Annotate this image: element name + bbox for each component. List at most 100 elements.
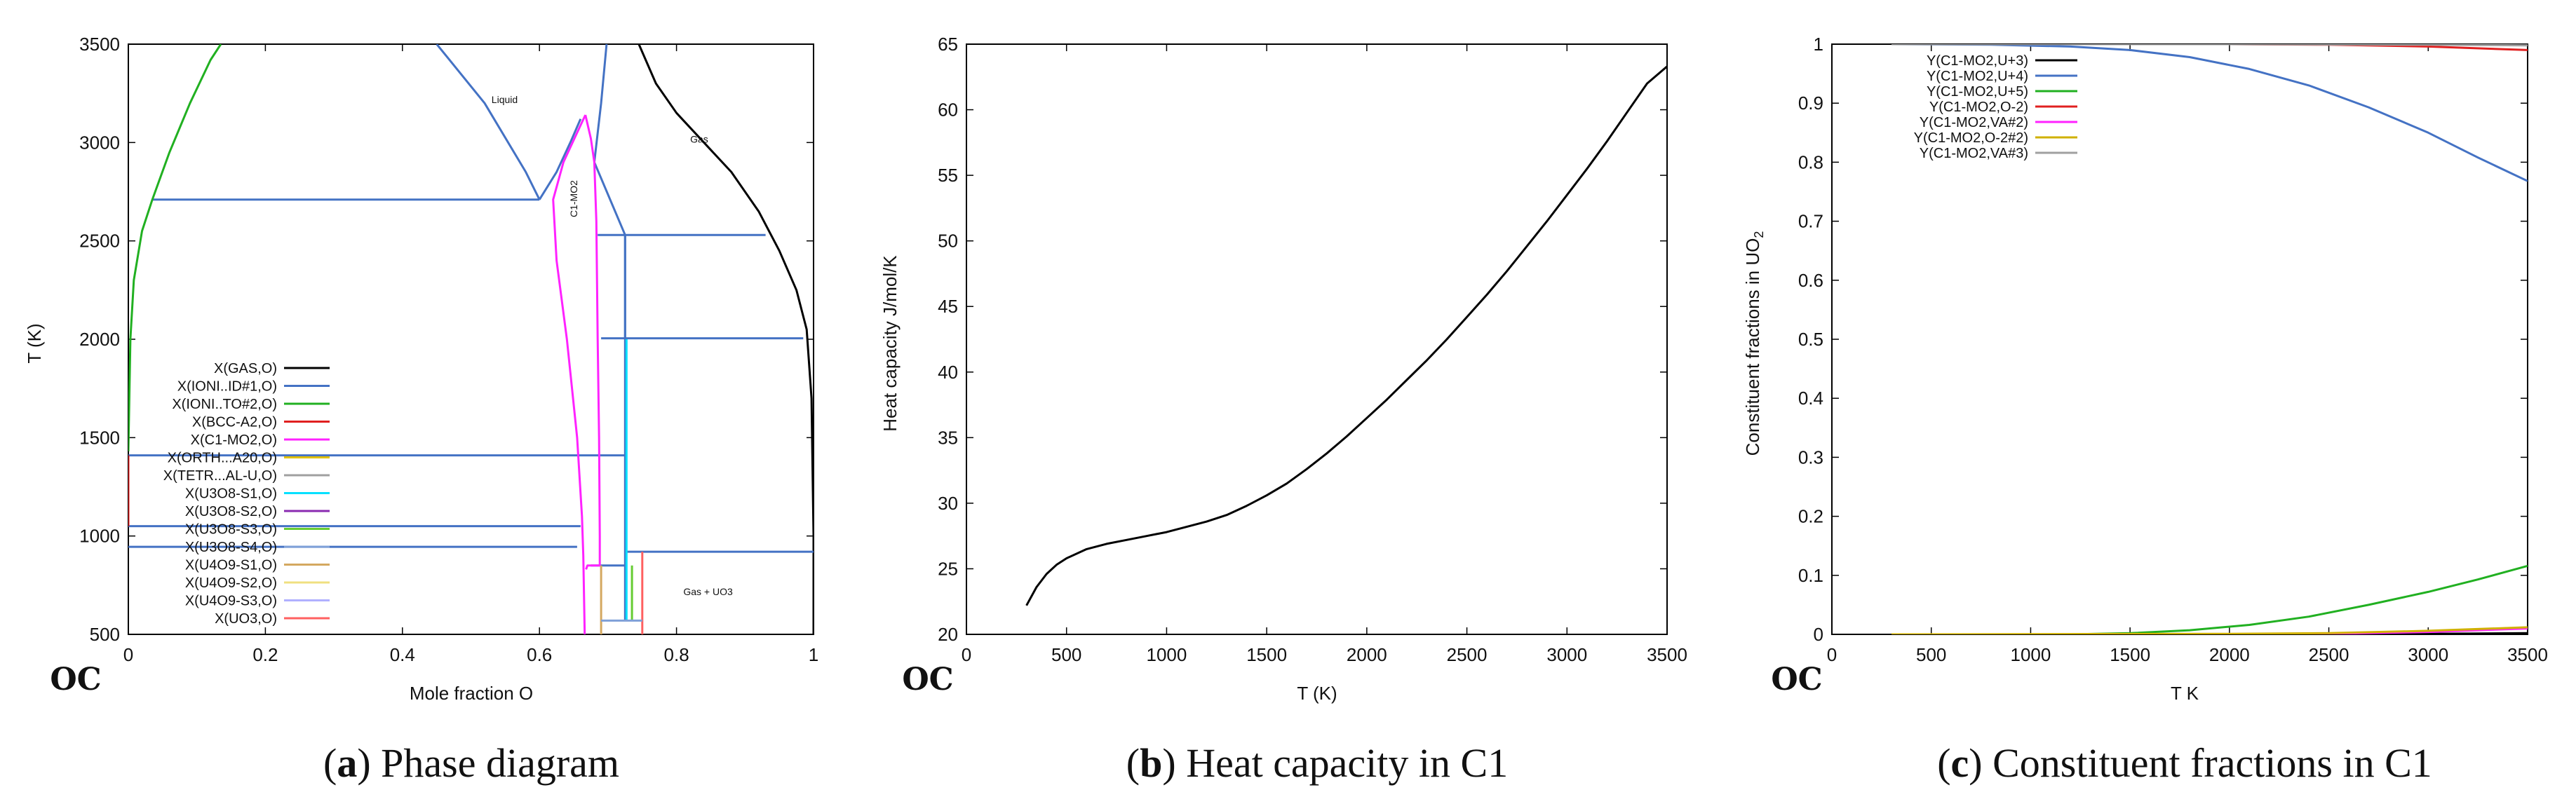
- x-tick-label: 0.6: [527, 644, 552, 665]
- plot-frame: [966, 43, 1668, 635]
- oc-logo: OC: [1771, 662, 1822, 697]
- x-tick-label: 0.8: [664, 644, 689, 665]
- x-tick-label: 500: [1051, 644, 1081, 665]
- series-line: [1891, 626, 2528, 634]
- caption-letter: a: [337, 740, 357, 786]
- x-tick-label: 1500: [2110, 644, 2150, 665]
- series-line: [1891, 44, 2528, 182]
- legend: X(GAS,O) X(IONI..ID#1,O) X(IONI..TO#2,O)…: [163, 361, 330, 627]
- y-tick-label: 0.1: [1798, 565, 1823, 586]
- series-line: [593, 161, 626, 339]
- legend-label: Y(C1-MO2,VA#3): [1920, 146, 2028, 161]
- y-tick-label: 35: [938, 427, 958, 448]
- legend-label: Y(C1-MO2,O-2): [1929, 100, 2028, 115]
- x-axis-label: Mole fraction O: [410, 683, 533, 704]
- oc-logo: OC: [50, 662, 101, 697]
- legend-label: Y(C1-MO2,U+3): [1927, 53, 2028, 69]
- y-tick-label: 55: [938, 165, 958, 186]
- y-axis-label: Constituent fractions in UO2: [1742, 231, 1766, 456]
- y-tick-label: 3500: [79, 34, 120, 55]
- x-tick-label: 0.4: [390, 644, 415, 665]
- caption-letter: b: [1140, 740, 1162, 786]
- caption: (c) Constituent fractions in C1: [1937, 740, 2432, 786]
- x-tick-label: 500: [1916, 644, 1946, 665]
- x-tick-label: 2500: [2309, 644, 2349, 665]
- y-tick-label: 2000: [79, 329, 120, 350]
- x-tick-label: 2000: [2209, 644, 2250, 665]
- y-tick-label: 0.3: [1798, 447, 1823, 468]
- x-axis-label: T (K): [1297, 683, 1337, 704]
- legend-label: X(U3O8-S1,O): [185, 486, 277, 502]
- annotation-liquid: Liquid: [492, 94, 518, 105]
- y-axis-label-subscript: 2: [1752, 231, 1766, 238]
- legend-label: X(U4O9-S1,O): [185, 558, 277, 573]
- series-line: [1025, 65, 1667, 606]
- x-tick-label: 2000: [1347, 644, 1387, 665]
- annotation-gas: Gas: [690, 133, 708, 144]
- caption: (b) Heat capacity in C1: [1126, 740, 1508, 786]
- y-tick-label: 1500: [79, 427, 120, 448]
- phase-diagram-panel: 0 0.2 0.4 0.6 0.8 150010001500200025003000350…: [24, 34, 818, 786]
- legend-label: Y(C1-MO2,O-2#2): [1914, 130, 2028, 146]
- y-tick-label: 0: [1814, 624, 1823, 645]
- series-line: [552, 114, 587, 634]
- x-tick-label: 3500: [1647, 644, 1687, 665]
- y-tick-label: 1: [1814, 34, 1823, 55]
- x-tick-label: 1: [809, 644, 818, 665]
- y-tick-label: 0.9: [1798, 93, 1823, 114]
- caption-letter: c: [1951, 740, 1969, 786]
- y-tick-label: 0.4: [1798, 388, 1823, 409]
- series-line: [1891, 44, 2528, 47]
- legend-label: X(U3O8-S4,O): [185, 540, 277, 555]
- legend-label: X(U4O9-S2,O): [185, 575, 277, 591]
- caption-text: Constituent fractions in C1: [1992, 740, 2432, 786]
- series-line: [638, 44, 814, 634]
- x-tick-label: 1000: [1147, 644, 1187, 665]
- y-tick-label: 0.5: [1798, 329, 1823, 350]
- y-tick-label: 45: [938, 296, 958, 317]
- x-tick-label: 3000: [2408, 644, 2448, 665]
- x-tick-label: 0: [123, 644, 133, 665]
- series-line: [1891, 564, 2528, 634]
- x-tick-label: 1500: [1246, 644, 1287, 665]
- y-tick-label: 0.7: [1798, 211, 1823, 232]
- x-tick-label: 0: [1827, 644, 1837, 665]
- legend: Y(C1-MO2,U+3) Y(C1-MO2,U+4) Y(C1-MO2,U+5…: [1914, 53, 2077, 161]
- plot-area: 0 500 1000 1500 2000 2500 3000 3500 20 25 30 35 40 45…: [938, 34, 1687, 665]
- annotation-gas-uo3: Gas + UO3: [683, 586, 733, 597]
- y-tick-label: 65: [938, 34, 958, 55]
- plot-area: 0 0.2 0.4 0.6 0.8 150010001500200025003000350…: [79, 34, 818, 665]
- x-tick-label: 3000: [1546, 644, 1587, 665]
- y-tick-label: 0.6: [1798, 270, 1823, 291]
- y-axis-label: T (K): [24, 323, 45, 363]
- legend-label: Y(C1-MO2,U+5): [1927, 84, 2028, 100]
- legend-label: X(BCC-A2,O): [192, 415, 277, 430]
- heat-capacity-panel: 0 500 1000 1500 2000 2500 3000 3500 20 25 30 35 40 45…: [879, 34, 1687, 786]
- legend-label: X(TETR...AL-U,O): [163, 468, 277, 484]
- legend-label: Y(C1-MO2,U+4): [1927, 69, 2028, 84]
- y-tick-label: 500: [90, 624, 120, 645]
- series-line: [538, 118, 582, 200]
- series-line: [584, 114, 601, 570]
- y-tick-label: 20: [938, 624, 958, 645]
- legend-label: X(UO3,O): [215, 611, 277, 627]
- y-axis-label-text: Constituent fractions in UO: [1742, 238, 1763, 456]
- legend-label: X(GAS,O): [214, 361, 277, 376]
- annotation-c1-mo2: C1-MO2: [568, 180, 579, 217]
- series-line: [436, 44, 541, 200]
- constituent-fractions-panel: 0 500 1000 1500 2000 2500 3000 3500 0 0.1 0.2 0.3 0.…: [1742, 34, 2548, 786]
- legend-label: X(U4O9-S3,O): [185, 594, 277, 609]
- caption: (a) Phase diagram: [323, 740, 619, 786]
- y-tick-label: 50: [938, 231, 958, 252]
- legend-label: X(IONI..ID#1,O): [177, 379, 277, 395]
- oc-logo: OC: [902, 662, 953, 697]
- caption-text: Phase diagram: [381, 740, 619, 786]
- y-tick-label: 40: [938, 362, 958, 383]
- y-tick-label: 0.8: [1798, 151, 1823, 172]
- legend-label: Y(C1-MO2,VA#2): [1920, 115, 2028, 130]
- y-tick-label: 1000: [79, 526, 120, 547]
- x-tick-label: 0: [962, 644, 971, 665]
- x-tick-label: 3500: [2507, 644, 2548, 665]
- legend-label: X(C1-MO2,O): [191, 432, 277, 448]
